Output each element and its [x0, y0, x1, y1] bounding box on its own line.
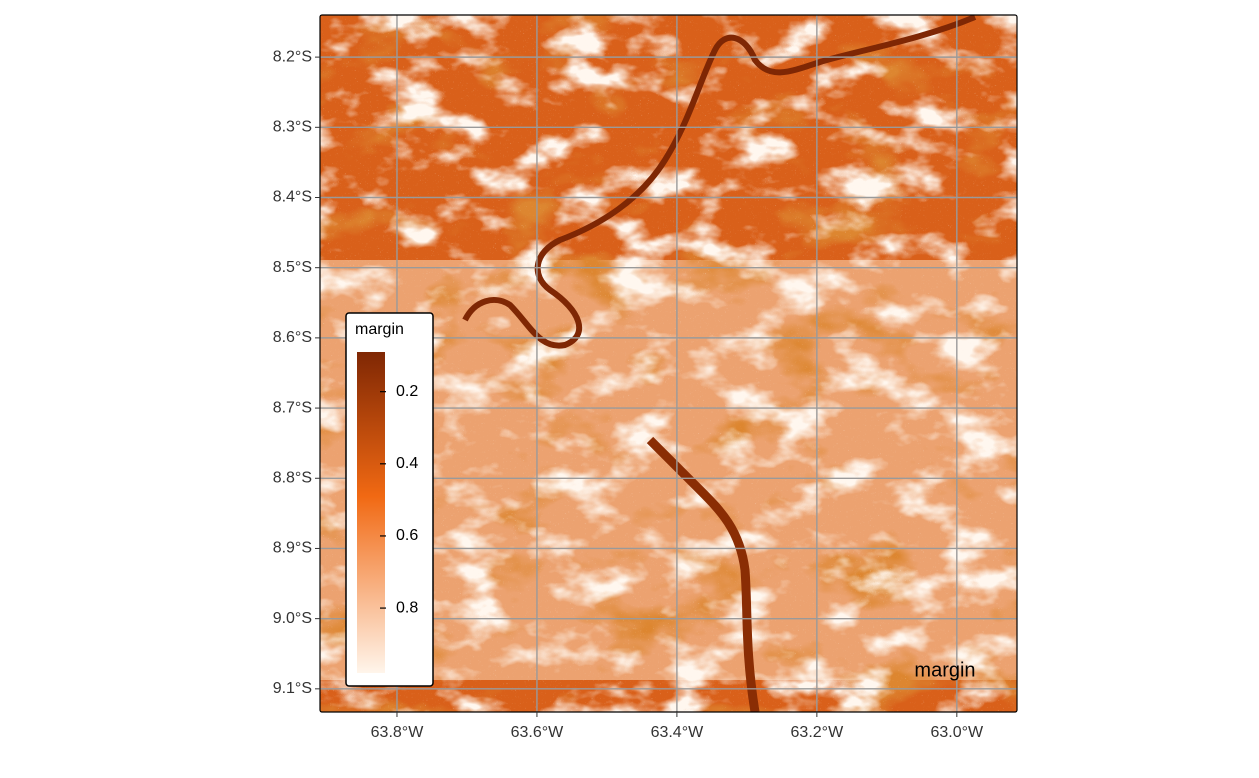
x-tick-label: 63.2°W — [791, 724, 845, 741]
y-tick-label: 8.2°S — [273, 48, 312, 65]
y-tick-label: 8.3°S — [273, 119, 312, 136]
x-tick-label: 63.4°W — [651, 724, 705, 741]
river — [462, 15, 977, 349]
panel-label: margin — [914, 659, 975, 681]
y-tick-label: 9.0°S — [273, 610, 312, 627]
legend-title: margin — [355, 321, 404, 338]
x-tick-label: 63.6°W — [511, 724, 565, 741]
y-tick-label: 8.9°S — [273, 540, 312, 557]
x-tick-label: 63.0°W — [930, 724, 984, 741]
y-tick-label: 8.6°S — [273, 329, 312, 346]
legend-colorbar — [357, 352, 385, 673]
legend-tick-label: 0.2 — [396, 383, 418, 400]
legend-tick-label: 0.4 — [396, 455, 418, 472]
y-tick-label: 8.5°S — [273, 259, 312, 276]
legend-tick-label: 0.6 — [396, 527, 418, 544]
y-tick-label: 8.8°S — [273, 469, 312, 486]
raster — [320, 15, 1017, 712]
y-tick-label: 8.4°S — [273, 189, 312, 206]
y-tick-label: 9.1°S — [273, 680, 312, 697]
x-tick-label: 63.8°W — [371, 724, 425, 741]
legend-tick-label: 0.8 — [396, 599, 418, 616]
axes: 63.8°W 63.6°W 63.4°W 63.2°W 63.0°W 8.2°S 8.3°S… — [273, 48, 984, 741]
panel-border — [319, 14, 1018, 713]
raster-speckle — [320, 15, 1017, 712]
legend: margin 0.2 0.4 0.6 0.8 — [345, 312, 434, 687]
y-tick-label: 8.7°S — [273, 399, 312, 416]
